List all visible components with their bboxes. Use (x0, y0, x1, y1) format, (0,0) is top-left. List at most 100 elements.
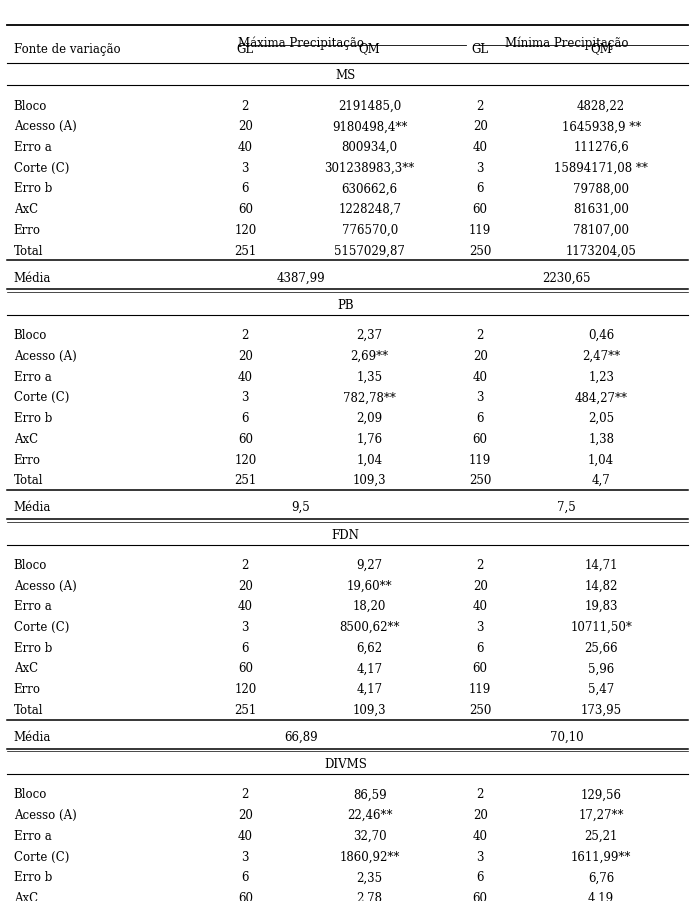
Text: 20: 20 (473, 120, 488, 133)
Text: 630662,6: 630662,6 (341, 182, 398, 196)
Text: 5157029,87: 5157029,87 (334, 244, 405, 258)
Text: Erro b: Erro b (14, 871, 53, 884)
Text: 86,59: 86,59 (353, 788, 386, 801)
Text: Média: Média (14, 271, 51, 285)
Text: Bloco: Bloco (14, 99, 47, 113)
Text: 20: 20 (473, 809, 488, 822)
Text: 251: 251 (234, 244, 256, 258)
Text: 40: 40 (473, 141, 488, 154)
Text: 119: 119 (469, 223, 491, 237)
Text: 2,78: 2,78 (357, 892, 383, 901)
Text: 6: 6 (242, 871, 249, 884)
Text: 19,83: 19,83 (585, 600, 618, 614)
Text: 2: 2 (477, 329, 484, 342)
Text: 109,3: 109,3 (353, 474, 386, 487)
Text: 4828,22: 4828,22 (577, 99, 625, 113)
Text: 40: 40 (238, 600, 253, 614)
Text: 120: 120 (234, 453, 256, 467)
Text: 20: 20 (238, 809, 253, 822)
Text: 4,7: 4,7 (591, 474, 611, 487)
Text: 9,5: 9,5 (291, 501, 310, 514)
Text: Máxima Precipitação: Máxima Precipitação (238, 36, 363, 50)
Text: 14,82: 14,82 (585, 579, 618, 593)
Text: 111276,6: 111276,6 (574, 141, 629, 154)
Text: 20: 20 (238, 350, 253, 363)
Text: 32,70: 32,70 (353, 830, 386, 842)
Text: 79788,00: 79788,00 (573, 182, 630, 196)
Text: Erro b: Erro b (14, 642, 53, 655)
Text: 60: 60 (473, 203, 488, 216)
Text: 14,71: 14,71 (585, 559, 618, 572)
Text: 17,27**: 17,27** (578, 809, 624, 822)
Text: 18,20: 18,20 (353, 600, 386, 614)
Text: Bloco: Bloco (14, 788, 47, 801)
Text: 66,89: 66,89 (284, 731, 317, 744)
Text: 4,17: 4,17 (357, 683, 383, 696)
Text: 776570,0: 776570,0 (341, 223, 398, 237)
Text: Média: Média (14, 501, 51, 514)
Text: 3: 3 (477, 621, 484, 634)
Text: Mínima Precipitação: Mínima Precipitação (505, 36, 628, 50)
Text: Acesso (A): Acesso (A) (14, 350, 77, 363)
Text: 6: 6 (477, 871, 484, 884)
Text: 40: 40 (238, 370, 253, 384)
Text: 1,04: 1,04 (357, 453, 383, 467)
Text: 109,3: 109,3 (353, 704, 386, 717)
Text: Erro a: Erro a (14, 370, 52, 384)
Text: 25,21: 25,21 (585, 830, 618, 842)
Text: 10711,50*: 10711,50* (570, 621, 632, 634)
Text: 301238983,3**: 301238983,3** (325, 161, 415, 175)
Text: Corte (C): Corte (C) (14, 851, 69, 863)
Text: 1,04: 1,04 (588, 453, 614, 467)
Text: 9180498,4**: 9180498,4** (332, 120, 408, 133)
Text: 5,47: 5,47 (588, 683, 614, 696)
Text: 20: 20 (238, 120, 253, 133)
Text: 40: 40 (238, 830, 253, 842)
Text: DIVMS: DIVMS (324, 759, 367, 771)
Text: AxC: AxC (14, 662, 38, 676)
Text: 484,27**: 484,27** (575, 391, 627, 405)
Text: 1,38: 1,38 (588, 432, 614, 446)
Text: 2: 2 (242, 559, 249, 572)
Text: 6: 6 (477, 412, 484, 425)
Text: 1611,99**: 1611,99** (571, 851, 632, 863)
Text: Corte (C): Corte (C) (14, 621, 69, 634)
Text: AxC: AxC (14, 203, 38, 216)
Text: 9,27: 9,27 (357, 559, 383, 572)
Text: 15894171,08 **: 15894171,08 ** (554, 161, 648, 175)
Text: 782,78**: 782,78** (343, 391, 396, 405)
Text: 6: 6 (477, 182, 484, 196)
Text: Erro: Erro (14, 223, 41, 237)
Text: 4,19: 4,19 (588, 892, 614, 901)
Text: 3: 3 (242, 851, 249, 863)
Text: 173,95: 173,95 (580, 704, 622, 717)
Text: 1860,92**: 1860,92** (339, 851, 400, 863)
Text: 3: 3 (242, 391, 249, 405)
Text: GL: GL (472, 42, 489, 56)
Text: 4387,99: 4387,99 (276, 271, 325, 285)
Text: 3: 3 (477, 161, 484, 175)
Text: AxC: AxC (14, 892, 38, 901)
Text: 3: 3 (242, 621, 249, 634)
Text: MS: MS (335, 69, 356, 83)
Text: 60: 60 (238, 662, 253, 676)
Text: 4,17: 4,17 (357, 662, 383, 676)
Text: 250: 250 (469, 704, 491, 717)
Text: Corte (C): Corte (C) (14, 391, 69, 405)
Text: 2,47**: 2,47** (582, 350, 621, 363)
Text: 40: 40 (238, 141, 253, 154)
Text: 251: 251 (234, 704, 256, 717)
Text: 19,60**: 19,60** (347, 579, 392, 593)
Text: 119: 119 (469, 453, 491, 467)
Text: 1,35: 1,35 (357, 370, 383, 384)
Text: 5,96: 5,96 (588, 662, 614, 676)
Text: 22,46**: 22,46** (347, 809, 392, 822)
Text: 3: 3 (242, 161, 249, 175)
Text: Total: Total (14, 474, 44, 487)
Text: 8500,62**: 8500,62** (339, 621, 400, 634)
Text: 70,10: 70,10 (550, 731, 583, 744)
Text: 7,5: 7,5 (557, 501, 576, 514)
Text: Erro a: Erro a (14, 830, 52, 842)
Text: 40: 40 (473, 600, 488, 614)
Text: 60: 60 (238, 203, 253, 216)
